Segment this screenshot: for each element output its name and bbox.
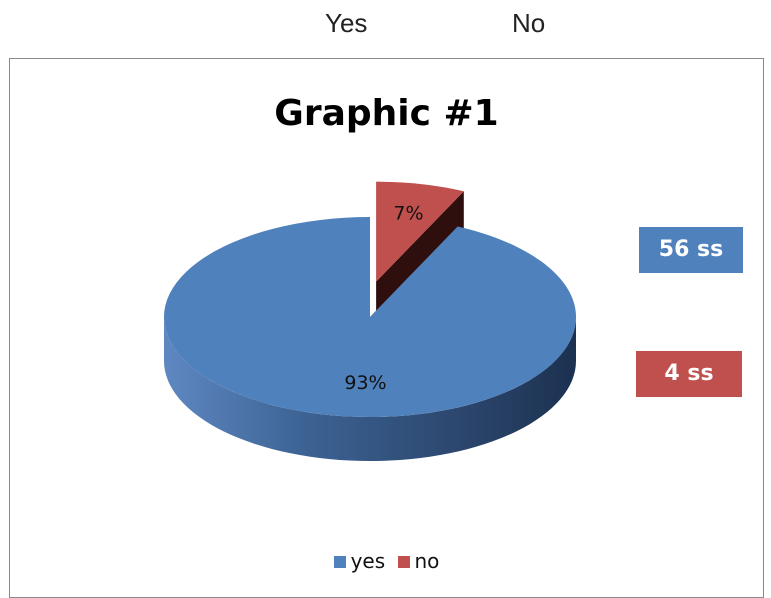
legend-item-yes: yes — [333, 549, 386, 573]
header-label-no: No — [512, 8, 546, 38]
data-label-yes: 93% — [344, 372, 386, 394]
slice-no — [376, 181, 464, 282]
chart-area: Graphic #1 7% 93% 56 ss 4 ss yes no — [9, 58, 764, 598]
legend-swatch-no — [397, 556, 410, 568]
pie-chart: 7% 93% — [164, 181, 577, 461]
slice-yes — [164, 217, 577, 417]
count-box-no: 4 ss — [636, 351, 742, 397]
legend-label-yes: yes — [350, 549, 386, 573]
slice-yes-side — [164, 317, 576, 461]
chart-title: Graphic #1 — [274, 93, 499, 134]
legend-label-no: no — [414, 549, 440, 573]
legend-swatch-yes — [333, 556, 346, 568]
data-label-no: 7% — [393, 202, 423, 224]
chart-legend: yes no — [10, 549, 763, 573]
count-box-yes: 56 ss — [639, 227, 743, 273]
header-label-yes: Yes — [325, 8, 368, 38]
legend-item-no: no — [397, 549, 440, 573]
